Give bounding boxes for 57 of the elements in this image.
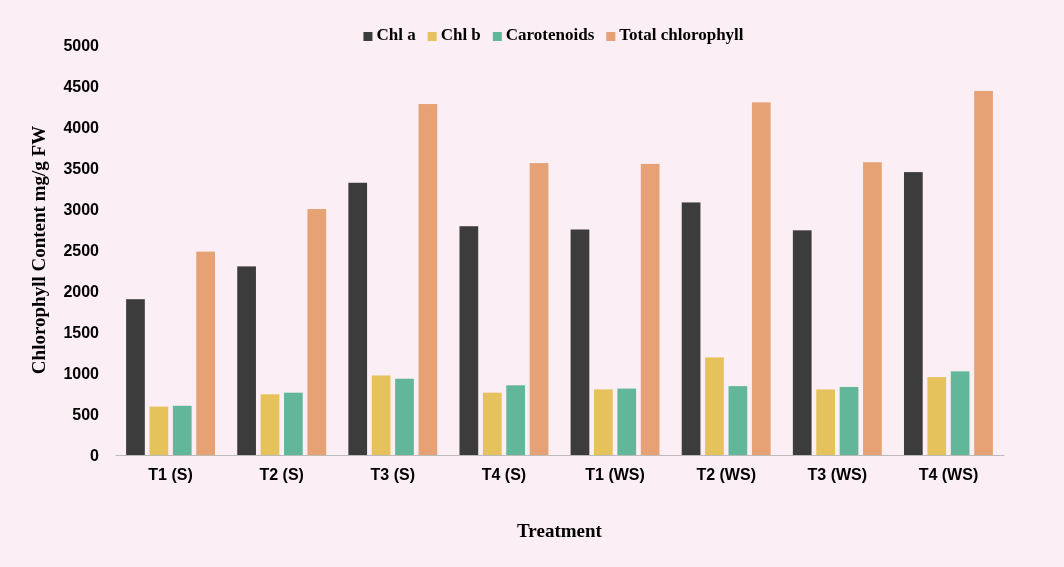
x-axis-title: Treatment <box>517 520 603 541</box>
y-tick-label: 3500 <box>63 159 100 177</box>
bar <box>950 371 970 455</box>
bar <box>196 251 216 455</box>
bar <box>482 392 502 455</box>
bar <box>792 230 812 455</box>
bar <box>705 357 724 455</box>
bar <box>594 389 613 455</box>
y-tick-label: 5000 <box>63 36 100 54</box>
x-tick-label: T4 (WS) <box>918 466 979 484</box>
y-tick-label: 4500 <box>63 77 100 95</box>
legend-label: Chl a <box>376 25 417 44</box>
bar <box>974 90 993 455</box>
x-tick-label: T2 (S) <box>259 466 304 484</box>
bar <box>395 378 414 455</box>
bar <box>617 388 637 455</box>
bar <box>529 163 549 455</box>
y-tick-label: 1000 <box>63 364 100 382</box>
y-axis-title: Chlorophyll Content mg/g FW <box>28 125 49 375</box>
x-tick-label: T1 (S) <box>148 466 193 484</box>
bar <box>459 226 479 455</box>
bar <box>506 385 525 455</box>
y-tick-label: 0 <box>90 446 100 464</box>
x-tick-label: T3 (S) <box>370 466 416 484</box>
bar <box>751 102 771 455</box>
bar <box>903 172 923 455</box>
bar <box>348 182 368 455</box>
bar <box>307 209 327 455</box>
legend-label: Carotenoids <box>505 25 595 44</box>
bar <box>371 375 391 455</box>
bar <box>839 386 859 455</box>
legend-label: Total chlorophyll <box>619 25 744 44</box>
y-tick-label: 4000 <box>63 118 100 136</box>
y-tick-label: 500 <box>72 405 100 423</box>
bar <box>863 162 882 455</box>
legend-label: Chl b <box>440 25 481 44</box>
bar <box>172 405 192 455</box>
y-tick-label: 1500 <box>63 323 100 341</box>
bar <box>570 229 590 455</box>
bar <box>260 394 280 455</box>
bar <box>418 104 438 455</box>
y-tick-label: 2000 <box>63 282 100 300</box>
bar <box>927 377 947 455</box>
x-tick-label: T1 (WS) <box>585 466 645 484</box>
bar <box>284 392 303 455</box>
y-tick-label: 2500 <box>63 241 100 259</box>
bar <box>126 299 145 455</box>
x-tick-label: T3 (WS) <box>807 466 868 484</box>
y-tick-label: 3000 <box>63 200 100 218</box>
x-tick-label: T4 (S) <box>481 466 527 484</box>
bar <box>681 202 701 455</box>
x-tick-label: T2 (WS) <box>696 466 756 484</box>
bar <box>237 266 256 455</box>
bar <box>816 389 835 455</box>
bar <box>728 386 748 455</box>
bar <box>149 406 169 455</box>
bar <box>640 163 660 455</box>
